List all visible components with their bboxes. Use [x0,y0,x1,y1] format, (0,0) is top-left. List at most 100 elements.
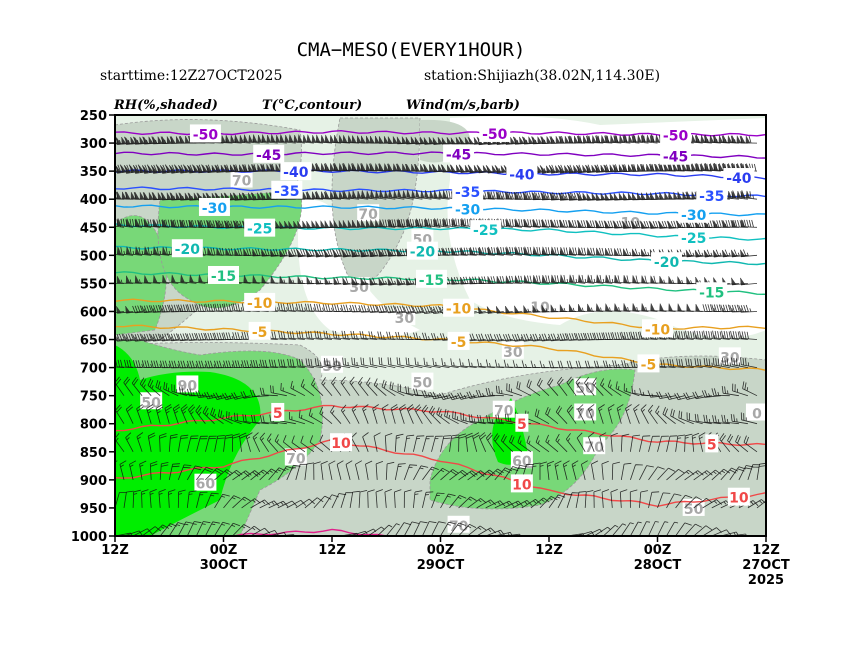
wind-barb [214,521,230,536]
wind-barb [562,460,570,480]
wind-barb-flag [721,249,728,258]
wind-barb [379,248,396,257]
wind-barb [196,303,215,312]
y-tick-label: 500 [80,249,107,264]
wind-barb [362,404,369,424]
wind-barb-flag [315,219,326,229]
wind-barb [496,247,513,256]
wind-barb [711,529,732,536]
wind-barb-flag [731,219,737,228]
wind-barb [495,414,513,425]
isotherm-label-bg [678,204,710,223]
wind-barb [756,500,766,509]
wind-barb-flag [370,135,380,144]
wind-barb-flag [478,246,484,255]
wind-barb [722,220,739,228]
wind-barb [117,218,134,228]
wind-barb [575,376,586,396]
wind-barb [430,305,450,314]
wind-barb [115,404,125,424]
wind-barb [675,522,692,536]
wind-barb [280,382,296,397]
wind-barb [390,404,399,424]
wind-barb [115,311,125,313]
wind-barb [282,435,297,453]
wind-barb [249,389,269,398]
wind-barb-flag [387,135,398,144]
wind-barb-flag [261,163,272,172]
wind-barb [172,404,181,424]
wind-barb [440,493,456,509]
isotherm-label: -50 [663,129,689,145]
wind-barb-flag [379,189,389,199]
wind-barb [131,377,143,396]
wind-barb-flag [577,164,588,174]
wind-barb-flag [686,302,692,312]
wind-barb [458,433,467,452]
wind-barb-flag [396,277,402,286]
wind-barb [123,376,134,396]
wind-barb [695,220,712,229]
wind-barb-flag [740,134,751,144]
wind-barb-flag [568,303,574,312]
x-tick-label: 00Z [427,543,455,558]
wind-barb-flag [568,246,574,255]
wind-barb-flag [532,135,543,145]
wind-barb [612,332,631,340]
wind-barb [362,432,369,452]
wind-barb [650,220,667,229]
wind-barb-flag [478,275,484,284]
wind-barb-flag [125,274,131,284]
wind-barb-flag [695,303,701,312]
wind-barb-flag [695,133,706,143]
wind-barb [633,404,640,424]
wind-barb-flag [288,133,299,143]
wind-barb-flag [180,135,190,144]
wind-barb-flag [153,218,158,227]
wind-barb [132,528,153,536]
wind-barb [261,248,278,257]
wind-barb [610,489,618,508]
isotherm-label: 10 [512,477,532,493]
wind-barb [180,219,197,228]
wind-barb-flag [577,246,583,255]
wind-barb [388,248,405,257]
wind-barb [535,435,550,453]
isotherm-label-bg [406,241,438,260]
wind-barb [623,220,640,229]
wind-barb [422,491,434,508]
isotherm-label-bg [696,185,728,204]
wind-barb-flag [225,247,231,256]
wind-barb [554,460,562,480]
wind-barb [612,360,631,368]
y-tick-label: 400 [80,193,107,208]
wind-barb [704,220,721,229]
wind-barb [694,413,712,425]
wind-barb-flag [541,274,547,283]
wind-barb-flag [152,135,163,145]
wind-barb [163,381,179,397]
wind-barb-flag [559,218,565,228]
rh-contour-label: 30 [395,311,415,327]
y-tick-label: 350 [80,165,107,180]
wind-barb-flag [587,134,597,144]
wind-barb-flag [397,189,407,199]
wind-barb-flag [415,217,420,227]
wind-barb [168,522,185,536]
wind-barb [566,332,586,341]
wind-barb [442,247,459,256]
wind-barb-flag [324,249,330,258]
wind-barb [703,414,721,425]
wind-barb-flag [532,304,538,313]
wind-barb [666,435,678,452]
wind-barb-flag [388,162,398,172]
wind-barb-flag [578,273,583,283]
wind-barb [698,432,706,452]
wind-barb-flag [179,191,190,201]
wind-barb [702,304,721,312]
isotherm-label: -35 [699,189,724,205]
wind-barb [668,220,685,229]
wind-barb [702,499,723,509]
wind-barb-flag [162,274,167,283]
wind-barb-flag [252,133,263,143]
